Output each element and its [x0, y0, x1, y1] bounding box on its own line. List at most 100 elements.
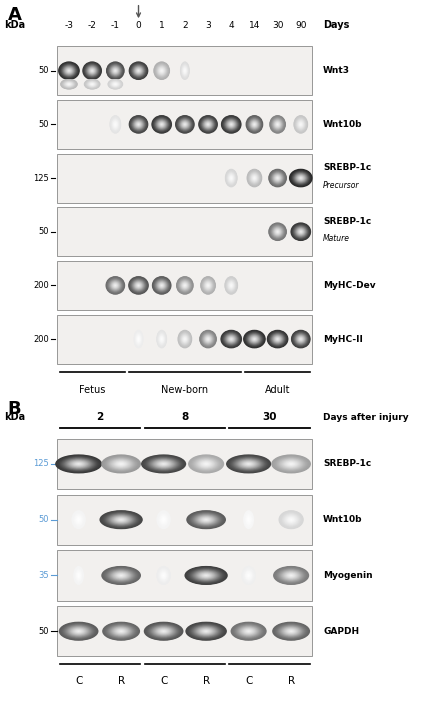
Ellipse shape [254, 178, 255, 179]
Ellipse shape [182, 66, 187, 76]
Ellipse shape [187, 510, 225, 529]
Ellipse shape [230, 337, 233, 340]
Ellipse shape [271, 333, 285, 345]
Ellipse shape [248, 630, 249, 632]
Ellipse shape [184, 124, 185, 125]
Ellipse shape [136, 68, 142, 73]
Bar [57, 100, 312, 149]
Ellipse shape [198, 115, 218, 133]
Ellipse shape [277, 124, 278, 125]
Ellipse shape [156, 64, 168, 78]
Ellipse shape [161, 70, 162, 71]
Ellipse shape [160, 629, 167, 633]
Ellipse shape [72, 628, 85, 635]
Ellipse shape [112, 119, 119, 130]
Ellipse shape [292, 172, 309, 184]
Ellipse shape [203, 518, 209, 521]
Ellipse shape [193, 570, 219, 581]
Ellipse shape [104, 512, 139, 527]
Ellipse shape [268, 222, 287, 241]
Ellipse shape [275, 623, 307, 640]
Ellipse shape [299, 337, 303, 341]
Ellipse shape [230, 456, 268, 472]
Ellipse shape [136, 334, 141, 345]
Ellipse shape [150, 458, 177, 469]
Ellipse shape [229, 282, 233, 288]
Bar [57, 495, 312, 545]
Ellipse shape [111, 515, 131, 524]
Ellipse shape [205, 519, 207, 520]
Ellipse shape [235, 624, 262, 638]
Ellipse shape [67, 626, 91, 637]
Ellipse shape [59, 456, 99, 472]
Ellipse shape [159, 333, 165, 345]
Ellipse shape [286, 516, 296, 524]
Ellipse shape [114, 83, 117, 85]
Ellipse shape [155, 279, 169, 292]
Ellipse shape [251, 121, 258, 128]
Ellipse shape [113, 121, 118, 128]
Ellipse shape [300, 178, 301, 179]
Ellipse shape [186, 510, 226, 530]
Ellipse shape [243, 330, 266, 348]
Ellipse shape [275, 456, 307, 472]
Ellipse shape [160, 284, 164, 287]
Ellipse shape [280, 459, 302, 469]
Text: C: C [75, 676, 82, 686]
Ellipse shape [248, 333, 261, 345]
Ellipse shape [273, 120, 282, 129]
Ellipse shape [298, 120, 304, 128]
Ellipse shape [109, 65, 122, 77]
Ellipse shape [183, 284, 187, 287]
Ellipse shape [202, 278, 214, 292]
Ellipse shape [106, 277, 124, 294]
Ellipse shape [293, 172, 309, 184]
Ellipse shape [282, 513, 300, 527]
Ellipse shape [112, 460, 130, 468]
Ellipse shape [277, 338, 279, 340]
Ellipse shape [269, 169, 286, 186]
Ellipse shape [192, 456, 221, 472]
Ellipse shape [131, 279, 146, 292]
Ellipse shape [178, 330, 192, 348]
Ellipse shape [288, 517, 294, 522]
Ellipse shape [65, 81, 74, 87]
Ellipse shape [245, 514, 252, 525]
Ellipse shape [67, 83, 71, 85]
Ellipse shape [153, 116, 170, 132]
Ellipse shape [271, 225, 284, 238]
Ellipse shape [114, 572, 128, 579]
Ellipse shape [300, 177, 302, 179]
Ellipse shape [207, 338, 209, 340]
Ellipse shape [112, 626, 130, 636]
Ellipse shape [195, 626, 218, 636]
Ellipse shape [180, 61, 190, 80]
Ellipse shape [136, 121, 142, 127]
Ellipse shape [65, 625, 93, 638]
Ellipse shape [181, 334, 189, 345]
Ellipse shape [221, 115, 241, 133]
Ellipse shape [222, 331, 241, 347]
Ellipse shape [235, 458, 262, 469]
Ellipse shape [66, 68, 72, 73]
Ellipse shape [111, 81, 119, 87]
Ellipse shape [203, 119, 213, 129]
Ellipse shape [284, 515, 298, 525]
Ellipse shape [238, 460, 259, 468]
Ellipse shape [227, 120, 236, 128]
Ellipse shape [178, 331, 191, 347]
Ellipse shape [158, 512, 170, 527]
Ellipse shape [286, 629, 296, 633]
Ellipse shape [299, 230, 302, 233]
Ellipse shape [67, 83, 71, 85]
Ellipse shape [240, 460, 258, 468]
Ellipse shape [163, 630, 164, 632]
Ellipse shape [274, 175, 281, 181]
Ellipse shape [287, 573, 295, 578]
Ellipse shape [274, 120, 281, 128]
Ellipse shape [119, 630, 123, 632]
Ellipse shape [76, 630, 81, 632]
Ellipse shape [180, 333, 190, 346]
Ellipse shape [194, 626, 218, 637]
Ellipse shape [158, 333, 165, 345]
